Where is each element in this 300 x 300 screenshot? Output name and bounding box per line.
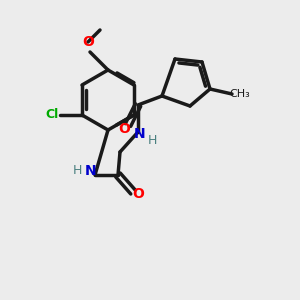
Text: H: H bbox=[147, 134, 157, 146]
Text: N: N bbox=[85, 164, 97, 178]
Text: O: O bbox=[132, 187, 144, 201]
Text: H: H bbox=[72, 164, 82, 178]
Text: O: O bbox=[118, 122, 130, 136]
Text: CH₃: CH₃ bbox=[230, 89, 250, 99]
Text: N: N bbox=[134, 127, 146, 141]
Text: Cl: Cl bbox=[45, 109, 58, 122]
Text: O: O bbox=[82, 35, 94, 49]
